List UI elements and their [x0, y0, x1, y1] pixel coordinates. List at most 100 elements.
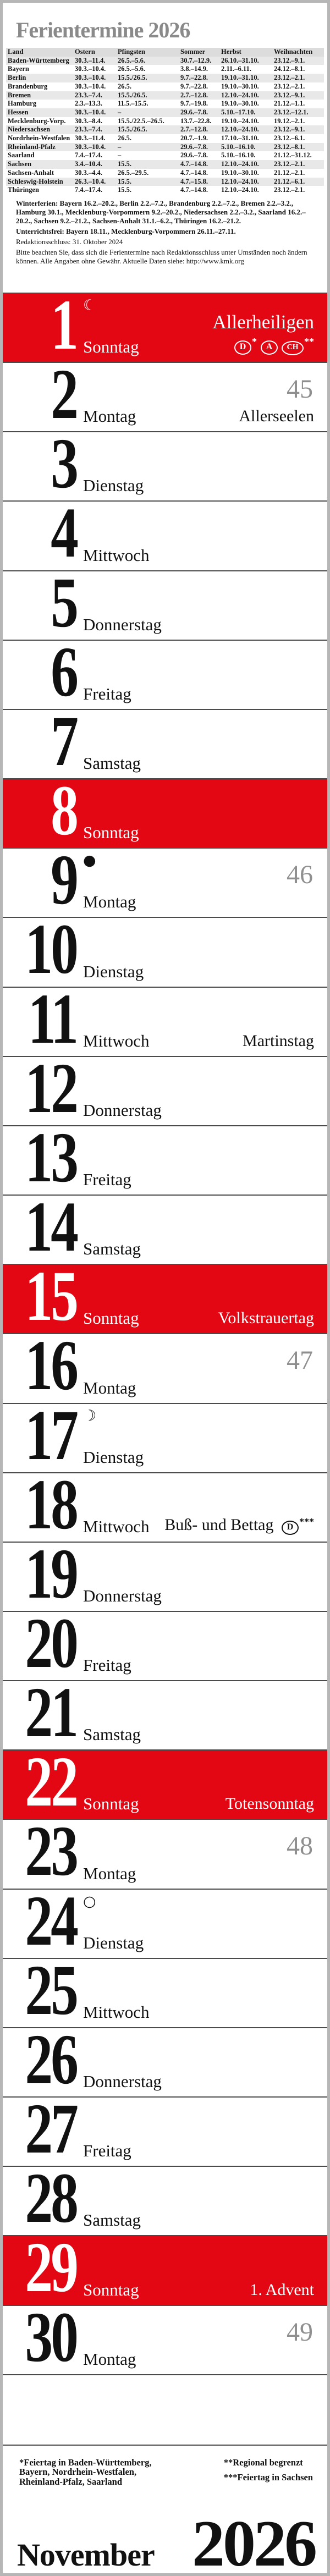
cell-ostern: 30.3.–10.4.: [75, 108, 106, 116]
holiday-block: Buß- und Bettag D ***: [164, 1515, 314, 1535]
cell-sommer: 3.8.–14.9.: [180, 65, 208, 73]
table-row: Hessen 30.3.–10.4. – 29.6.–7.8. 5.10.–17…: [6, 108, 324, 117]
day-row: 1 ☾ Sonntag Allerheiligen D * A CH**: [3, 289, 327, 364]
weekday-label: Sonntag: [83, 1308, 139, 1328]
cell-ostern: 23.3.–7.4.: [75, 91, 102, 99]
cell-weihnachten: 23.12.–9.1.: [274, 56, 305, 64]
cell-land: Sachsen: [8, 160, 32, 168]
winterferien-label: Winterferien:: [16, 199, 60, 207]
day-number: 5: [51, 563, 79, 642]
notes-block: Winterferien: Bayern 16.2.–20.2., Berlin…: [16, 199, 318, 266]
cell-herbst: 12.10.–24.10.: [221, 160, 259, 168]
weekday-label: Donnerstag: [83, 1100, 162, 1120]
col-header-weihnachten: Weihnachten: [272, 48, 324, 57]
table-header-row: Land Ostern Pfingsten Sommer Herbst Weih…: [6, 48, 324, 57]
holiday-label: Volkstrauertag: [218, 1309, 314, 1328]
day-row: 20 Freitag: [3, 1608, 327, 1682]
cell-sommer: 29.6.–7.8.: [180, 108, 208, 116]
cell-weihnachten: 23.12.–2.1.: [274, 74, 305, 82]
holiday-country-symbols: D ***: [278, 1517, 314, 1535]
holiday-label: Buß- und Bettag: [164, 1515, 274, 1534]
cell-land: Baden-Württemberg: [8, 56, 69, 64]
day-number: 1: [51, 285, 79, 365]
cell-sommer: 9.7.–22.8.: [180, 82, 208, 90]
day-row: 24 ○ Dienstag: [3, 1885, 327, 1959]
cell-ostern: 30.3.–8.4.: [75, 117, 102, 125]
cell-sommer: 4.7.–14.8.: [180, 186, 208, 194]
footer-section: *Feiertag in Baden-Württemberg, Bayern, …: [3, 2445, 327, 2573]
day-row: 25 Mittwoch: [3, 1955, 327, 2028]
cell-herbst: 19.10.–24.10.: [221, 117, 259, 125]
cell-land: Thüringen: [8, 186, 39, 194]
cell-pfingsten: 11.5.–15.5.: [118, 100, 148, 108]
cell-ostern: 30.3.–11.4.: [75, 56, 106, 64]
cell-sommer: 4.7.–15.8.: [180, 177, 208, 185]
weekday-label: Dienstag: [83, 476, 144, 496]
cell-pfingsten: 15.5./26.5.: [118, 125, 147, 134]
day-row: 2 Montag 45 Allerseelen: [3, 359, 327, 433]
day-row: 18 Mittwoch Buß- und Bettag D ***: [3, 1469, 327, 1543]
cell-herbst: 19.10.–30.10.: [221, 100, 259, 108]
cell-weihnachten: 23.12.–9.1.: [274, 91, 305, 99]
day-number: 8: [51, 771, 79, 851]
holiday-country-symbols: D * A CH**: [230, 336, 314, 356]
holiday-block: Volkstrauertag: [218, 1310, 314, 1326]
day-number: 14: [25, 1187, 78, 1267]
weekday-label: Samstag: [83, 1725, 141, 1744]
table-row: Saarland 7.4.–17.4. – 29.6.–7.8. 5.10.–1…: [6, 151, 324, 160]
country-circle-d: D: [234, 340, 251, 355]
table-body: Baden-Württemberg 30.3.–11.4. 26.5.–5.6.…: [6, 56, 324, 195]
footnote-stars: **: [304, 336, 314, 348]
cell-pfingsten: 15.5.: [118, 177, 131, 185]
cell-weihnachten: 23.12.–2.1.: [274, 186, 305, 194]
ferientermine-table: Land Ostern Pfingsten Sommer Herbst Weih…: [6, 48, 324, 195]
cell-land: Bayern: [8, 65, 29, 73]
weekday-label: Montag: [83, 892, 136, 912]
weekday-label: Sonntag: [83, 823, 139, 843]
cell-weihnachten: 23.12.–6.1.: [274, 134, 305, 142]
day-number: 3: [51, 424, 79, 504]
cell-ostern: 30.3.–10.4.: [75, 82, 106, 90]
unterrichtsfrei-text: Bayern 18.11., Mecklenburg-Vorpommern 26…: [66, 227, 236, 235]
day-row: 15 Sonntag Volkstrauertag: [3, 1261, 327, 1335]
cell-pfingsten: 15.5./26.5.: [118, 74, 147, 82]
cell-weihnachten: 21.12.–6.1.: [274, 177, 305, 185]
day-row: 29 Sonntag 1. Advent: [3, 2232, 327, 2306]
month-year: November 2026: [17, 2510, 317, 2573]
day-number: 13: [25, 1118, 78, 1197]
table-row: Baden-Württemberg 30.3.–11.4. 26.5.–5.6.…: [6, 56, 324, 65]
cell-land: Brandenburg: [8, 82, 48, 90]
weekday-label: Freitag: [83, 1655, 131, 1675]
table-row: Rheinland-Pfalz 30.3.–10.4. – 29.6.–7.8.…: [6, 142, 324, 152]
footnote-right: **Regional begrenzt ***Feiertag in Sachs…: [224, 2458, 313, 2488]
cell-weihnachten: 23.12.–2.1.: [274, 82, 305, 90]
cell-weihnachten: 23.12.–8.1.: [274, 142, 305, 151]
cell-ostern: 7.4.–17.4.: [75, 151, 102, 159]
cell-pfingsten: 26.5.–29.5.: [118, 168, 149, 177]
cell-weihnachten: 19.12.–2.1.: [274, 117, 305, 125]
day-number: 10: [25, 910, 78, 989]
col-header-ostern: Ostern: [73, 48, 116, 57]
day-row: 11 Mittwoch Martinstag: [3, 983, 327, 1057]
day-row: 6 Freitag: [3, 636, 327, 710]
weekday-label: Samstag: [83, 1239, 141, 1259]
weekday-label: Samstag: [83, 753, 141, 773]
day-number: 17: [25, 1395, 78, 1475]
winterferien-text: Bayern 16.2.–20.2., Berlin 2.2.–7.2., Br…: [16, 199, 306, 225]
empty-row: [3, 2375, 327, 2446]
weekday-label: Montag: [83, 1378, 136, 1397]
cell-land: Berlin: [8, 74, 26, 82]
day-number: 27: [25, 2089, 78, 2169]
cell-pfingsten: 26.5.–5.6.: [118, 56, 145, 64]
weekday-label: Montag: [83, 1863, 136, 1883]
day-number: 22: [25, 1742, 78, 1822]
cell-weihnachten: 21.12.–31.12.: [274, 151, 312, 159]
table-row: Mecklenburg-Vorp. 30.3.–8.4. 15.5./22.5.…: [6, 117, 324, 126]
week-number: 48: [287, 1831, 313, 1861]
cell-ostern: 23.3.–7.4.: [75, 125, 102, 134]
day-number: 30: [25, 2297, 78, 2377]
cell-ostern: 3.4.–10.4.: [75, 160, 102, 168]
day-number: 18: [25, 1465, 78, 1544]
holiday-label: 1. Advent: [250, 2280, 314, 2299]
